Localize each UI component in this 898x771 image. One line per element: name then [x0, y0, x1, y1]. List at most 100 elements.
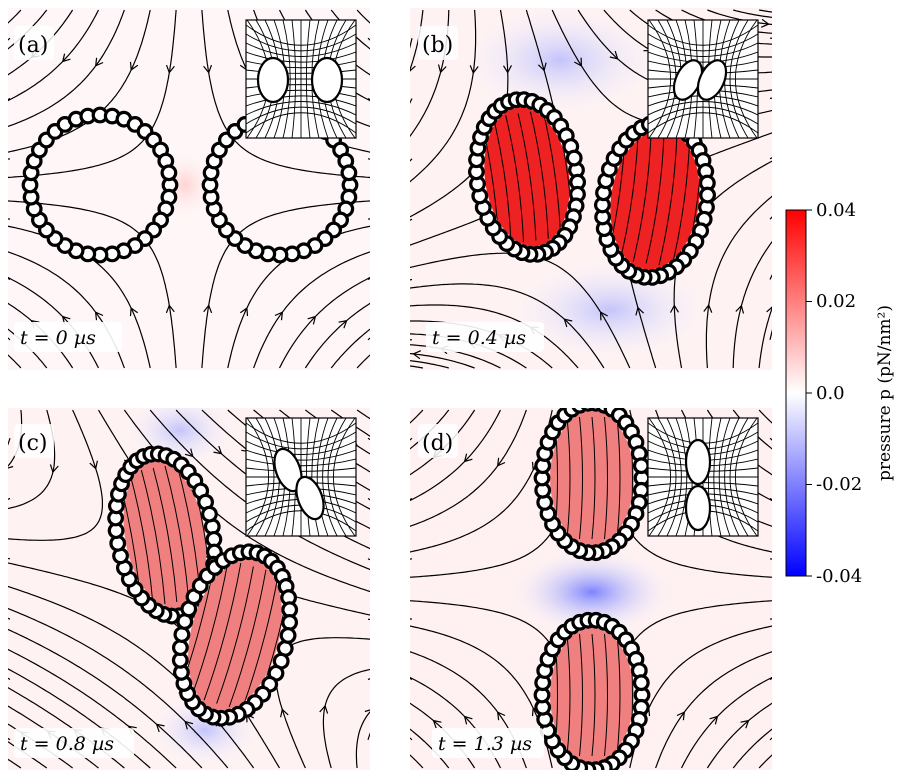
interior-streamline	[591, 633, 596, 757]
inset-vesicle	[696, 59, 728, 101]
streamline	[410, 352, 475, 369]
streamline	[356, 354, 370, 369]
inset-streamline	[316, 418, 329, 536]
flow-arrow	[239, 306, 249, 317]
streamline	[769, 737, 772, 741]
inset-c	[245, 417, 357, 537]
streamline	[410, 283, 605, 369]
streamline	[758, 754, 772, 769]
streamline	[410, 365, 424, 369]
colorbar-tick: -0.04	[816, 566, 862, 587]
streamline	[201, 9, 370, 179]
time-label-b: t = 0.4 µs	[432, 327, 526, 349]
flow-arrow	[609, 50, 619, 60]
streamline	[680, 676, 772, 769]
pressure-field	[507, 547, 677, 637]
flow-arrow	[740, 719, 750, 729]
vesicle	[533, 611, 651, 770]
streamline	[367, 97, 370, 101]
streamline	[8, 337, 11, 341]
streamline	[733, 9, 772, 18]
panel-label-a: (a)	[18, 33, 48, 58]
inset-streamline	[246, 101, 356, 116]
inset-b	[647, 19, 759, 139]
streamline	[410, 558, 413, 560]
vesicle-interior	[550, 628, 634, 762]
flow-arrow	[213, 445, 223, 455]
streamline	[410, 278, 413, 281]
inset-streamline	[311, 418, 320, 536]
streamline	[253, 251, 370, 369]
interior-streamline	[566, 633, 571, 757]
streamline	[410, 409, 424, 424]
membrane-beads	[533, 408, 651, 770]
flow-arrow	[709, 715, 719, 725]
inset-streamline	[327, 418, 347, 536]
inset-vesicle	[310, 56, 344, 104]
panel-label-c: (c)	[18, 431, 48, 456]
interior-streamline	[203, 562, 242, 701]
streamline	[355, 711, 370, 769]
membrane-beads	[467, 91, 716, 286]
streamline	[410, 9, 424, 72]
flow-arrow	[184, 720, 194, 730]
flow-arrow	[669, 304, 680, 313]
interior-streamline	[658, 138, 678, 266]
flow-arrow	[432, 719, 442, 729]
vesicle-interior	[610, 130, 700, 270]
flow-arrow	[463, 453, 473, 463]
streamline	[410, 497, 413, 501]
flow-arrow	[338, 319, 348, 329]
streamline	[410, 677, 413, 681]
streamline	[769, 497, 772, 501]
interior-streamline	[604, 416, 608, 540]
streamline	[367, 337, 370, 341]
streamline	[732, 728, 772, 769]
streamline	[8, 354, 22, 369]
streamline	[410, 409, 502, 502]
vesicle	[594, 114, 716, 286]
time-label-a: t = 0 µs	[20, 327, 96, 349]
streamline	[769, 558, 772, 560]
inset-streamline	[648, 112, 758, 134]
streamline	[8, 277, 11, 281]
flow-arrow	[203, 304, 213, 314]
inset-streamline	[734, 20, 758, 138]
flow-arrow	[94, 57, 104, 67]
flow-arrow	[129, 306, 139, 317]
flow-arrow	[463, 715, 473, 725]
streamline	[8, 37, 11, 41]
streamline	[769, 437, 772, 441]
flow-arrow	[760, 18, 770, 28]
inset-streamline	[332, 418, 356, 536]
streamline	[769, 329, 772, 340]
flow-arrow	[502, 65, 513, 74]
flow-arrow	[469, 65, 479, 75]
interior-streamline	[152, 467, 178, 603]
streamline	[8, 438, 11, 446]
streamline	[304, 302, 370, 369]
streamline	[706, 702, 772, 769]
interior-streamline	[241, 573, 279, 711]
inset-streamline	[729, 418, 749, 536]
streamline	[410, 98, 413, 104]
interior-streamline	[542, 110, 562, 237]
streamline	[367, 158, 370, 160]
streamline	[8, 758, 22, 769]
colorbar-tick: 0.02	[816, 291, 856, 312]
interior-streamline	[616, 416, 621, 540]
interior-streamline	[492, 116, 512, 244]
streamline	[356, 409, 370, 420]
interior-streamline	[140, 469, 166, 605]
colorbar-tick: 0.0	[816, 383, 845, 404]
streamline	[8, 9, 100, 102]
vesicle-interior	[484, 107, 570, 247]
streamline	[410, 409, 527, 527]
panel-label-b: (b)	[422, 33, 453, 58]
vesicle-interior	[550, 411, 634, 545]
membrane-bead	[565, 149, 583, 167]
flow-arrow	[676, 711, 686, 721]
streamline	[8, 9, 177, 179]
flow-arrow	[61, 53, 71, 63]
